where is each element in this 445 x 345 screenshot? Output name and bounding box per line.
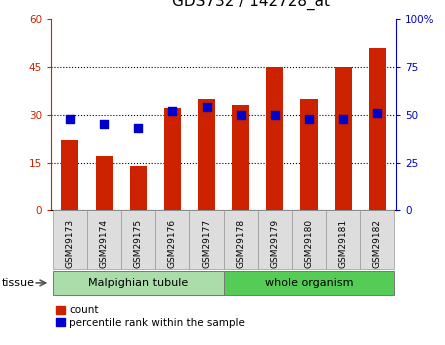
Point	[135, 125, 142, 131]
FancyBboxPatch shape	[326, 210, 360, 269]
Text: GSM29174: GSM29174	[100, 219, 109, 268]
Bar	[96, 156, 113, 210]
FancyBboxPatch shape	[87, 210, 121, 269]
Point	[340, 116, 347, 121]
Point	[169, 108, 176, 114]
Bar	[198, 99, 215, 210]
Bar	[300, 99, 318, 210]
FancyBboxPatch shape	[53, 210, 87, 269]
Point	[66, 116, 73, 121]
FancyBboxPatch shape	[155, 210, 190, 269]
Text: GSM29178: GSM29178	[236, 219, 245, 268]
Point	[203, 104, 210, 110]
Bar	[129, 166, 147, 210]
Bar	[232, 105, 249, 210]
FancyBboxPatch shape	[292, 210, 326, 269]
Text: GSM29175: GSM29175	[134, 219, 143, 268]
Point	[374, 110, 381, 116]
Text: GSM29176: GSM29176	[168, 219, 177, 268]
FancyBboxPatch shape	[53, 271, 224, 295]
Legend: count, percentile rank within the sample: count, percentile rank within the sample	[57, 305, 245, 328]
Text: GDS732 / 142728_at: GDS732 / 142728_at	[172, 0, 330, 10]
FancyBboxPatch shape	[258, 210, 292, 269]
Text: GSM29177: GSM29177	[202, 219, 211, 268]
Text: GSM29173: GSM29173	[65, 219, 74, 268]
Text: whole organism: whole organism	[265, 278, 353, 288]
Text: GSM29181: GSM29181	[339, 219, 348, 268]
Point	[237, 112, 244, 117]
FancyBboxPatch shape	[224, 210, 258, 269]
Point	[305, 116, 312, 121]
Bar	[369, 48, 386, 210]
Bar	[164, 108, 181, 210]
Text: GSM29182: GSM29182	[373, 219, 382, 268]
Bar	[335, 67, 352, 210]
FancyBboxPatch shape	[224, 271, 394, 295]
FancyBboxPatch shape	[190, 210, 224, 269]
FancyBboxPatch shape	[121, 210, 155, 269]
FancyBboxPatch shape	[360, 210, 394, 269]
Bar	[266, 67, 283, 210]
Text: tissue: tissue	[2, 278, 35, 288]
Point	[271, 112, 279, 117]
Text: Malpighian tubule: Malpighian tubule	[88, 278, 188, 288]
Point	[101, 121, 108, 127]
Text: GSM29180: GSM29180	[304, 219, 313, 268]
Text: GSM29179: GSM29179	[270, 219, 279, 268]
Bar	[61, 140, 78, 210]
